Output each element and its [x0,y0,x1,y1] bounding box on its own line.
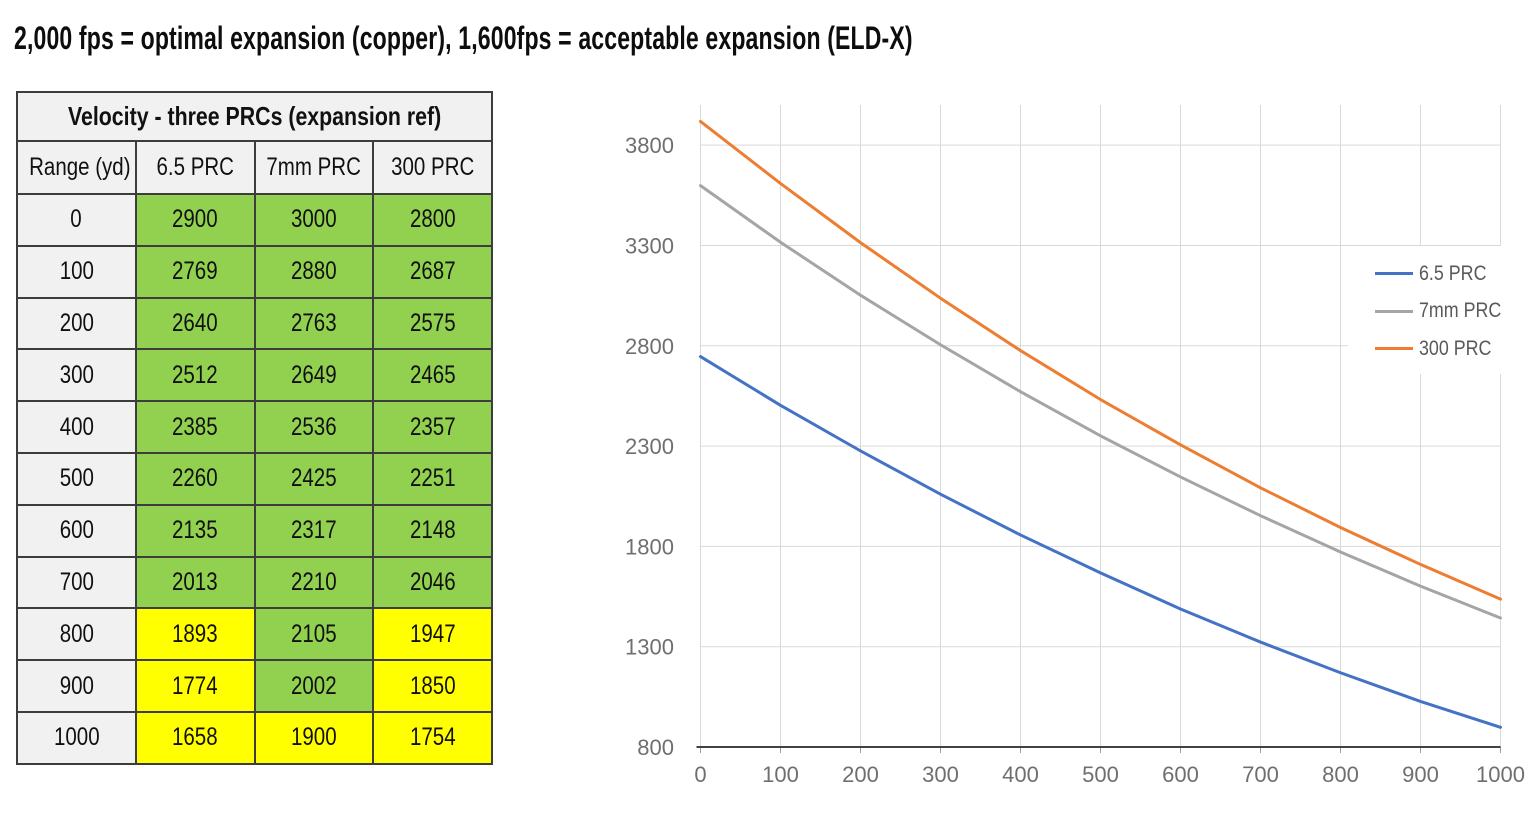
legend-swatch [1375,272,1413,276]
table-row: 1000 1658 1900 1754 [16,710,493,765]
range-cell[interactable]: 1000 [16,710,137,765]
y-axis-tick-label: 3300 [625,233,674,258]
value-cell[interactable]: 2210 [253,555,375,610]
table-title-cell: Velocity - three PRCs (expansion ref) [16,91,493,142]
x-axis-tick-label: 800 [1322,762,1359,787]
x-axis-tick-label: 900 [1402,762,1439,787]
y-axis-tick-label: 2300 [625,434,674,459]
x-axis-tick-label: 400 [1002,762,1039,787]
table-title: Velocity - three PRCs (expansion ref) [67,101,442,131]
value-cell[interactable]: 2260 [134,451,256,506]
range-cell[interactable]: 900 [16,659,137,713]
value-cell[interactable]: 1850 [372,659,493,713]
y-axis-tick-label: 800 [637,735,674,760]
value-cell[interactable]: 2769 [134,244,256,299]
x-axis-tick-label: 600 [1162,762,1199,787]
value-cell[interactable]: 3000 [253,193,375,247]
x-axis-tick-label: 300 [922,762,959,787]
range-cell[interactable]: 100 [16,244,137,299]
range-cell[interactable]: 0 [16,193,137,247]
range-cell[interactable]: 600 [16,503,137,558]
value-cell[interactable]: 2148 [372,503,493,558]
table-row: 200 2640 2763 2575 [16,296,493,351]
value-cell[interactable]: 2002 [253,659,375,713]
range-cell[interactable]: 700 [16,555,137,610]
chart-area[interactable]: 800 1300 1800 2300 2800 3300 3800 0 100 200 300 400… [620,88,1536,819]
range-cell[interactable]: 800 [16,607,137,662]
value-cell[interactable]: 2105 [253,607,375,662]
table-title-row: Velocity - three PRCs (expansion ref) [16,91,493,142]
table-row: 300 2512 2649 2465 [16,348,493,403]
column-header-1: 6.5 PRC [134,140,256,195]
table-row: 0 2900 3000 2800 [16,193,493,247]
legend-item-6.5-prc: 6.5 PRC [1348,255,1520,293]
page-title: 2,000 fps = optimal expansion (copper), … [14,20,913,56]
value-cell[interactable]: 1658 [134,710,256,765]
value-cell[interactable]: 2251 [372,451,493,506]
legend-item-300-prc: 300 PRC [1348,330,1520,368]
value-cell[interactable]: 2640 [134,296,256,351]
series-line-6.5-prc [699,355,1502,729]
legend-label: 6.5 PRC [1419,261,1487,285]
value-cell[interactable]: 2900 [134,193,256,247]
legend-item-7mm-prc: 7mm PRC [1348,293,1520,331]
legend-swatch [1375,347,1413,351]
value-cell[interactable]: 2385 [134,400,256,454]
range-cell[interactable]: 300 [16,348,137,403]
chart-svg: 800 1300 1800 2300 2800 3300 3800 0 100 200 300 400… [625,105,1525,787]
column-header-3: 300 PRC [372,140,493,195]
value-cell[interactable]: 2357 [372,400,493,454]
column-header-2: 7mm PRC [253,140,375,195]
x-axis-tick-label: 200 [842,762,879,787]
legend-label: 300 PRC [1419,336,1492,360]
value-cell[interactable]: 1774 [134,659,256,713]
table-row: 800 1893 2105 1947 [16,607,493,662]
x-axis-tick-label: 0 [694,762,706,787]
value-cell[interactable]: 2135 [134,503,256,558]
chart-legend: 6.5 PRC 7mm PRC 300 PRC [1348,246,1520,374]
table-row: 100 2769 2880 2687 [16,244,493,299]
value-cell[interactable]: 2013 [134,555,256,610]
x-axis-tick-label: 100 [762,762,799,787]
value-cell[interactable]: 2687 [372,244,493,299]
table-row: 700 2013 2210 2046 [16,555,493,610]
value-cell[interactable]: 2800 [372,193,493,247]
series-line-300-prc [699,119,1502,601]
value-cell[interactable]: 1947 [372,607,493,662]
table-row: 900 1774 2002 1850 [16,659,493,713]
value-cell[interactable]: 2425 [253,451,375,506]
y-axis-tick-label: 3800 [625,133,674,158]
legend-swatch [1375,309,1413,313]
table-row: 400 2385 2536 2357 [16,400,493,454]
x-axis-tick-label: 700 [1242,762,1279,787]
value-cell[interactable]: 1900 [253,710,375,765]
range-cell[interactable]: 500 [16,451,137,506]
table-header-row: Range (yd) 6.5 PRC 7mm PRC 300 PRC [16,140,493,195]
value-cell[interactable]: 2575 [372,296,493,351]
series-line-7mm-prc [699,184,1502,620]
y-axis-tick-label: 1800 [625,534,674,559]
range-cell[interactable]: 200 [16,296,137,351]
y-axis-tick-label: 2800 [625,334,674,359]
y-axis-tick-label: 1300 [625,635,674,660]
x-axis-tick-label: 500 [1082,762,1119,787]
table-row: 500 2260 2425 2251 [16,451,493,506]
column-header-0: Range (yd) [16,140,137,195]
range-cell[interactable]: 400 [16,400,137,454]
value-cell[interactable]: 2536 [253,400,375,454]
table-body: 0 2900 3000 2800 100 2769 2880 2687 200 2640 2763 2… [16,193,493,765]
x-axis-tick-label: 1000 [1476,762,1525,787]
value-cell[interactable]: 2512 [134,348,256,403]
value-cell[interactable]: 2317 [253,503,375,558]
table-row: 600 2135 2317 2148 [16,503,493,558]
value-cell[interactable]: 2465 [372,348,493,403]
value-cell[interactable]: 2763 [253,296,375,351]
value-cell[interactable]: 2649 [253,348,375,403]
value-cell[interactable]: 1754 [372,710,493,765]
velocity-table: Velocity - three PRCs (expansion ref) Ra… [16,91,493,765]
value-cell[interactable]: 2880 [253,244,375,299]
value-cell[interactable]: 2046 [372,555,493,610]
legend-label: 7mm PRC [1419,299,1502,323]
value-cell[interactable]: 1893 [134,607,256,662]
